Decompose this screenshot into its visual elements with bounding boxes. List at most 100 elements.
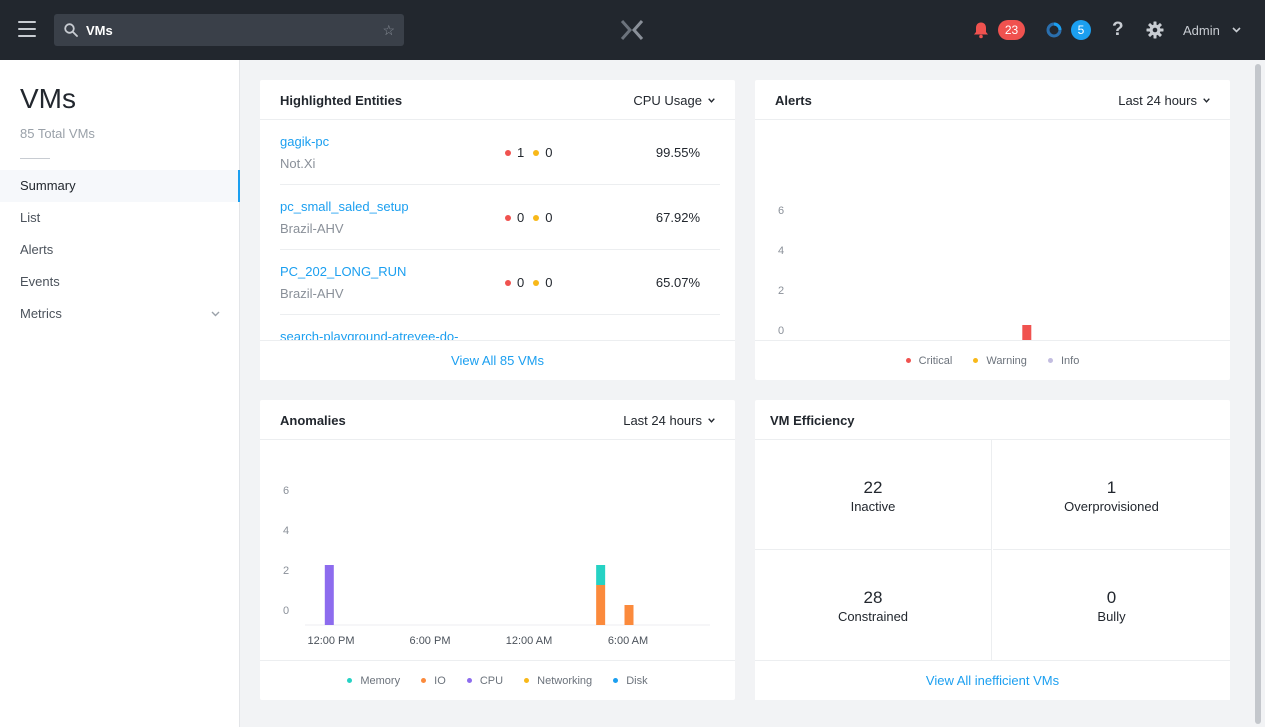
efficiency-constrained[interactable]: 28 Constrained <box>755 550 992 661</box>
scrollbar-thumb[interactable] <box>1255 64 1261 724</box>
list-item: search-playground-atreyee-do- <box>280 315 720 340</box>
user-menu[interactable]: Admin <box>1183 23 1220 38</box>
legend-dot <box>905 358 911 363</box>
x-tick-label: 6:00 PM <box>410 635 451 647</box>
sidebar-item-alerts[interactable]: Alerts <box>20 242 54 257</box>
legend-item-networking[interactable]: Networking <box>524 661 592 701</box>
bell-icon[interactable] <box>972 21 990 39</box>
divider <box>20 158 50 159</box>
card-header: Anomalies Last 24 hours <box>260 400 735 440</box>
bar-io <box>624 605 634 625</box>
efficiency-count: 22 <box>863 478 883 497</box>
tasks-progress-icon[interactable] <box>1046 22 1062 38</box>
card-title: Highlighted Entities <box>280 93 403 108</box>
efficiency-bully[interactable]: 0 Bully <box>993 550 1230 661</box>
entity-cluster: Not.Xi <box>280 156 316 171</box>
x-tick-label: 6:00 AM <box>608 635 648 647</box>
y-tick-label: 2 <box>283 565 289 577</box>
warning-dot <box>533 150 540 156</box>
warning-count: 0 <box>545 145 553 160</box>
entity-name-link[interactable]: gagik-pc <box>280 134 330 149</box>
view-inefficient-vms-link[interactable]: View All inefficient VMs <box>755 660 1230 700</box>
bar-cpu <box>324 565 334 625</box>
y-tick-label: 4 <box>283 525 289 537</box>
sidebar: VMs 85 Total VMs Summary List Alerts Eve… <box>0 60 240 727</box>
bar-io <box>596 585 606 625</box>
critical-count: 0 <box>517 210 525 225</box>
view-all-vms-link[interactable]: View All 85 VMs <box>260 340 735 380</box>
chevron-down-icon <box>708 418 715 423</box>
warning-count: 0 <box>545 210 553 225</box>
cpu-usage-value: 67.92% <box>655 210 700 225</box>
warning-dot <box>533 280 540 286</box>
chevron-down-icon <box>708 98 715 103</box>
legend-item-info[interactable]: Info <box>1047 341 1080 381</box>
search-icon <box>64 23 78 37</box>
legend-label: Memory <box>360 675 401 687</box>
efficiency-label: Bully <box>1097 609 1126 624</box>
critical-count: 1 <box>517 145 525 160</box>
efficiency-overprovisioned[interactable]: 1 Overprovisioned <box>993 440 1230 550</box>
efficiency-count: 0 <box>1106 588 1117 607</box>
legend-item-cpu[interactable]: CPU <box>466 661 503 701</box>
card-header: Alerts Last 24 hours <box>755 80 1230 120</box>
alerts-count-badge[interactable]: 23 <box>998 20 1025 40</box>
anomalies-card: Anomalies Last 24 hours 0 2 4 6 12:00 PM 6:00… <box>260 400 735 700</box>
search-box[interactable]: ☆ <box>54 14 404 46</box>
legend-item-memory[interactable]: Memory <box>347 661 400 701</box>
legend-item-io[interactable]: IO <box>421 661 446 701</box>
star-icon[interactable]: ☆ <box>382 22 395 38</box>
entity-cluster: Brazil-AHV <box>280 286 344 301</box>
efficiency-label: Constrained <box>837 609 909 624</box>
efficiency-inactive[interactable]: 22 Inactive <box>755 440 992 550</box>
efficiency-label: Inactive <box>850 499 896 514</box>
sidebar-item-events[interactable]: Events <box>20 274 60 289</box>
selected-time-range: Last 24 hours <box>1118 93 1197 108</box>
gear-icon[interactable] <box>1146 21 1164 39</box>
sidebar-item-metrics[interactable]: Metrics <box>0 298 240 330</box>
time-range-selector[interactable]: Last 24 hours <box>1118 93 1210 109</box>
chevron-down-icon[interactable] <box>1232 27 1241 33</box>
anomalies-chart: 0 2 4 6 12:00 PM 6:00 PM 12:00 AM 6:00 AM <box>283 485 710 647</box>
critical-dot <box>505 215 511 221</box>
cpu-usage-value: 99.55% <box>655 145 700 160</box>
card-title: Anomalies <box>280 413 346 428</box>
legend-item-disk[interactable]: Disk <box>613 661 648 701</box>
entity-name-link[interactable]: search-playground-atreyee-do- <box>280 329 459 340</box>
legend-label: Info <box>1060 355 1080 367</box>
y-tick-label: 0 <box>778 325 784 337</box>
legend-item-warning[interactable]: Warning <box>973 341 1027 381</box>
legend-label: Critical <box>918 355 953 367</box>
entity-name-link[interactable]: pc_small_saled_setup <box>280 199 409 214</box>
help-icon[interactable]: ? <box>1112 19 1124 40</box>
page-title: VMs <box>20 83 76 114</box>
bar-critical <box>1022 325 1032 340</box>
sidebar-item-summary[interactable]: Summary <box>0 170 240 202</box>
sidebar-item-list[interactable]: List <box>20 210 41 225</box>
chart-legend: Memory IO CPU Networking Disk <box>260 660 735 700</box>
y-tick-label: 2 <box>778 285 784 297</box>
legend-dot <box>973 358 979 363</box>
metric-selector[interactable]: CPU Usage <box>633 93 715 109</box>
entity-name-link[interactable]: PC_202_LONG_RUN <box>280 264 407 279</box>
search-input[interactable] <box>86 14 376 46</box>
time-range-selector[interactable]: Last 24 hours <box>623 413 715 429</box>
efficiency-count: 1 <box>1106 478 1117 497</box>
total-vms-count: 85 Total VMs <box>20 126 95 141</box>
tasks-count-badge[interactable]: 5 <box>1071 20 1091 40</box>
chevron-down-icon[interactable] <box>211 311 220 317</box>
y-tick-label: 4 <box>778 245 784 257</box>
x-tick-label: 12:00 PM <box>307 635 354 647</box>
legend-label: IO <box>434 675 446 687</box>
legend-item-critical[interactable]: Critical <box>905 341 953 381</box>
entity-list: gagik-pc Not.Xi 1 0 99.55% pc_small_saled… <box>260 120 735 340</box>
vm-efficiency-card: VM Efficiency 22 Inactive 1 Overprovisio… <box>755 400 1230 700</box>
selected-metric: CPU Usage <box>633 93 702 108</box>
menu-icon[interactable] <box>18 21 36 37</box>
page-scrollbar[interactable] <box>1253 60 1265 727</box>
